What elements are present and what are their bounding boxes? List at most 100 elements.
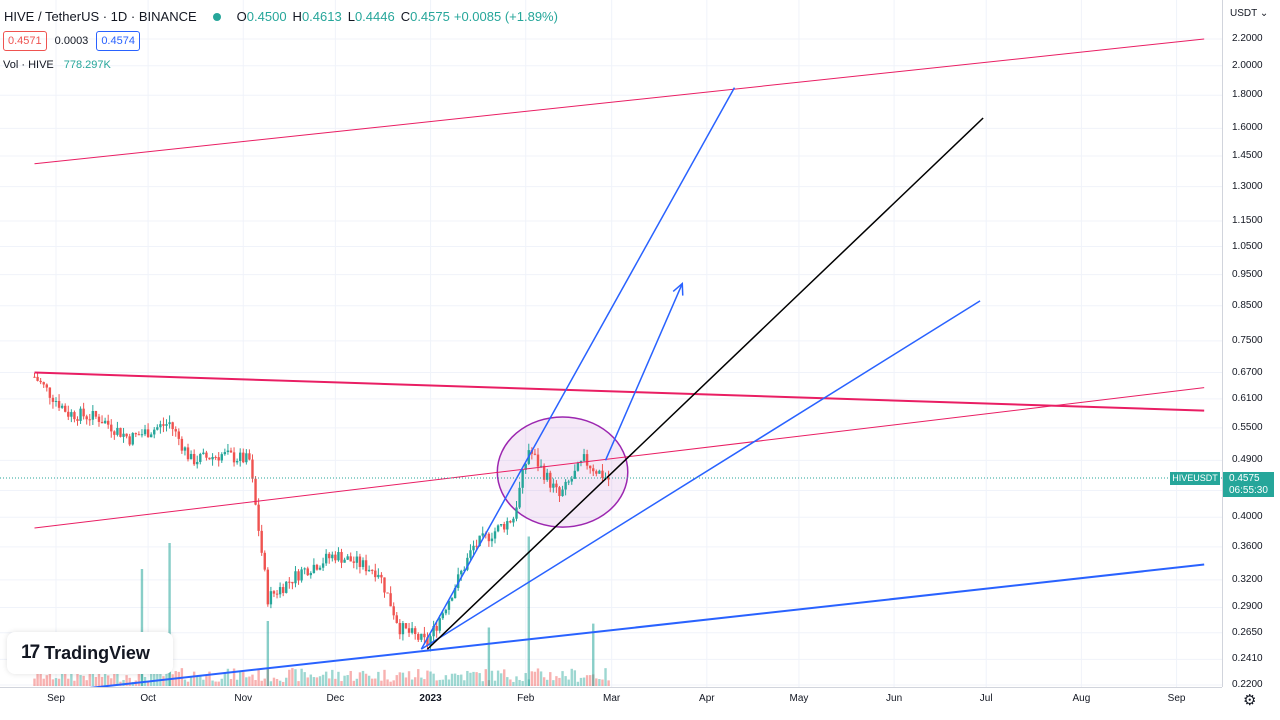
currency-label: USDT (1230, 8, 1258, 19)
volume-bar (367, 675, 371, 686)
volume-bar (595, 678, 598, 686)
trend-line (420, 300, 981, 650)
volume-bar (506, 677, 509, 686)
candle-body (42, 382, 45, 385)
price-tick-label: 0.6100 (1232, 392, 1263, 404)
volume-bar (398, 672, 402, 686)
candle-body (407, 628, 411, 633)
candle-body (67, 411, 70, 417)
volume-bar (355, 678, 359, 686)
volume-bar (361, 670, 365, 686)
candle-body (60, 405, 64, 408)
bid-price-button[interactable]: 0.4571 (3, 31, 47, 51)
candle-body (122, 433, 125, 437)
candle-body (398, 622, 402, 635)
volume-bar (542, 677, 546, 686)
candle-body (281, 587, 285, 593)
volume-bar (189, 676, 193, 686)
volume-bar (404, 677, 408, 686)
trend-line (426, 117, 984, 650)
volume-bar (235, 679, 239, 686)
volume-bar (291, 668, 294, 686)
volume-value: 778.297K (63, 59, 111, 71)
candle-body (88, 419, 91, 421)
price-tick-label: 0.7500 (1232, 334, 1263, 346)
volume-bar (214, 681, 217, 686)
candle-body (386, 592, 389, 594)
candle-body (472, 545, 475, 551)
tradingview-logo[interactable]: 17 TradingView (7, 632, 173, 674)
currency-selector[interactable]: USDT ⌄ (1230, 8, 1268, 19)
price-tick-label: 0.6700 (1232, 366, 1263, 378)
candle-body (515, 507, 518, 519)
candle-body (567, 481, 570, 483)
price-chart[interactable] (0, 0, 1222, 687)
candle-body (251, 459, 254, 479)
candle-body (555, 483, 558, 488)
spread-value: 0.0003 (54, 35, 89, 47)
candle-body (149, 434, 153, 438)
symbol-title[interactable]: HIVE / TetherUS · 1D · BINANCE (4, 9, 197, 24)
candle-body (364, 560, 368, 572)
logo-text: TradingView (44, 642, 150, 663)
volume-bar (604, 668, 607, 686)
candle-body (499, 524, 503, 526)
volume-bar (607, 680, 610, 686)
candle-body (275, 593, 279, 595)
volume-bar (303, 672, 306, 686)
candle-body (588, 465, 592, 469)
volume-bar (251, 674, 254, 686)
price-tick-label: 1.8000 (1232, 89, 1263, 101)
candle-body (395, 615, 398, 623)
candle-body (312, 564, 316, 574)
low-label: L (347, 9, 355, 24)
candle-body (174, 429, 177, 432)
gear-icon[interactable]: ⚙ (1243, 692, 1257, 709)
candle-body (186, 447, 190, 460)
volume-bar (146, 681, 150, 686)
volume-bar (515, 676, 518, 686)
volume-bar (364, 673, 368, 686)
time-tick-label: Oct (140, 693, 156, 704)
volume-bar (33, 678, 36, 686)
candle-body (435, 626, 438, 631)
volume-bar (275, 678, 279, 686)
volume-bar (496, 670, 500, 686)
candle-body (70, 412, 73, 417)
candle-body (337, 552, 340, 561)
chart-grid (0, 0, 1222, 687)
volume-bar (401, 672, 405, 686)
candle-body (306, 568, 309, 576)
trend-line (420, 87, 736, 650)
candle-body (36, 376, 39, 381)
candle-body (137, 434, 141, 436)
candle-body (146, 429, 150, 438)
candle-body (51, 397, 55, 402)
volume-bar (324, 671, 328, 686)
candle-body (478, 535, 481, 547)
ask-price-button[interactable]: 0.4574 (96, 31, 140, 51)
candle-body (552, 483, 555, 488)
volume-bar (223, 673, 227, 686)
price-tick-label: 0.3600 (1232, 540, 1263, 552)
volume-bar (546, 679, 549, 686)
price-axis[interactable] (1222, 0, 1280, 687)
volume-bar (558, 677, 561, 686)
volume-bar (371, 678, 374, 686)
volume-bar (530, 671, 534, 686)
high-value: 0.4613 (301, 9, 342, 24)
time-axis[interactable] (0, 687, 1222, 720)
tradingview-mark-icon: 17 (21, 642, 40, 663)
price-tick-label: 1.1500 (1232, 214, 1263, 226)
candle-body (487, 533, 491, 542)
candle-body (171, 422, 174, 430)
candle-body (444, 609, 448, 614)
candle-body (309, 573, 313, 576)
candle-body (245, 453, 248, 463)
candle-body (223, 452, 227, 455)
candle-body (226, 450, 230, 453)
volume-bar (70, 672, 73, 686)
volume-bars (33, 536, 610, 686)
volume-bar (318, 676, 322, 686)
volume-bar (125, 675, 128, 686)
